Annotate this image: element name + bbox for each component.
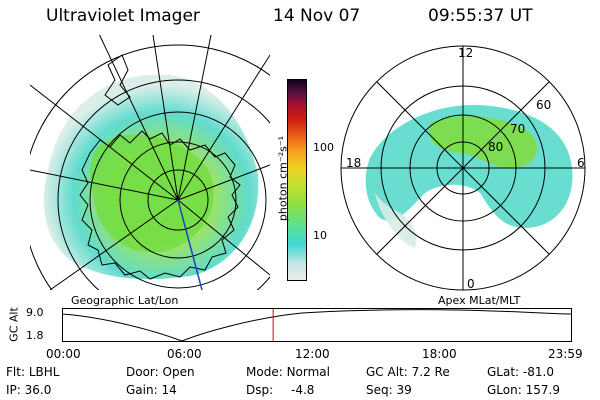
glat-label: GLat: — [487, 365, 520, 379]
time-label: 09:55:37 UT — [428, 6, 533, 26]
glon-field: GLon: 157.9 — [487, 383, 560, 397]
apex-emission-core — [429, 116, 538, 168]
gain-label: Gain: — [126, 383, 158, 397]
altitude-xtick-4: 23:59 — [548, 347, 583, 361]
apex-grid — [340, 45, 586, 291]
date-label: 14 Nov 07 — [273, 6, 361, 26]
geo-coastline-2 — [104, 54, 131, 106]
noon-meridian — [177, 199, 203, 290]
instrument-title: Ultraviolet Imager — [46, 6, 200, 26]
mlt-label-6: 6 — [577, 156, 585, 170]
glon-label: GLon: — [487, 383, 522, 397]
filter-label: Flt: — [6, 365, 25, 379]
filter-field: Flt: LBHL — [6, 365, 59, 379]
seq-value: 39 — [396, 383, 412, 397]
altitude-curve — [62, 309, 572, 342]
altitude-plot — [62, 308, 572, 342]
mode-field: Mode: Normal — [246, 365, 330, 379]
colorbar — [287, 79, 307, 281]
geographic-map-label: Geographic Lat/Lon — [71, 294, 179, 307]
mode-label: Mode: — [246, 365, 283, 379]
gcalt-label: GC Alt: — [366, 365, 408, 379]
door-field: Door: Open — [126, 365, 195, 379]
altitude-xtick-3: 18:00 — [422, 347, 457, 361]
apex-map-label: Apex MLat/MLT — [438, 294, 521, 307]
mlt-label-18: 18 — [346, 156, 362, 170]
geo-grid — [30, 35, 270, 290]
geographic-map — [30, 35, 270, 290]
ip-value: 36.0 — [24, 383, 52, 397]
geo-coastline — [79, 130, 241, 280]
gain-field: Gain: 14 — [126, 383, 177, 397]
mlat-label-80: 80 — [488, 140, 504, 154]
mlt-label-0: 0 — [467, 277, 475, 291]
colorbar-unit-label: photon cm⁻²s⁻¹ — [276, 135, 290, 222]
seq-label: Seq: — [366, 383, 393, 397]
mlat-label-70: 70 — [510, 122, 526, 136]
mode-value: Normal — [286, 365, 330, 379]
ip-label: IP: — [6, 383, 21, 397]
ip-field: IP: 36.0 — [6, 383, 51, 397]
gcalt-value: 7.2 Re — [411, 365, 450, 379]
dsp-label: Dsp: — [246, 383, 274, 397]
gain-value: 14 — [161, 383, 177, 397]
mlt-label-12: 12 — [458, 46, 474, 60]
glat-value: -81.0 — [522, 365, 554, 379]
dsp-field: Dsp: -4.8 — [246, 383, 314, 397]
colorbar-tick-100: 100 — [313, 141, 334, 154]
altitude-xtick-2: 12:00 — [295, 347, 330, 361]
filter-value: LBHL — [28, 365, 60, 379]
altitude-ytick-min: 1.8 — [26, 329, 44, 342]
door-value: Open — [162, 365, 195, 379]
glon-value: 157.9 — [525, 383, 560, 397]
altitude-ytick-max: 9.0 — [26, 306, 44, 319]
colorbar-tick-10: 10 — [313, 229, 327, 242]
altitude-xtick-0: 00:00 — [46, 347, 81, 361]
apex-map — [340, 45, 586, 291]
dsp-value: -4.8 — [290, 383, 315, 397]
geo-emission-patch — [90, 134, 214, 253]
altitude-xtick-1: 06:00 — [167, 347, 202, 361]
mlat-label-60: 60 — [536, 98, 552, 112]
altitude-ylabel: GC Alt — [7, 307, 21, 342]
gcalt-field: GC Alt: 7.2 Re — [366, 365, 450, 379]
door-label: Door: — [126, 365, 159, 379]
glat-field: GLat: -81.0 — [487, 365, 554, 379]
apex-emission-edge — [375, 193, 417, 248]
seq-field: Seq: 39 — [366, 383, 412, 397]
